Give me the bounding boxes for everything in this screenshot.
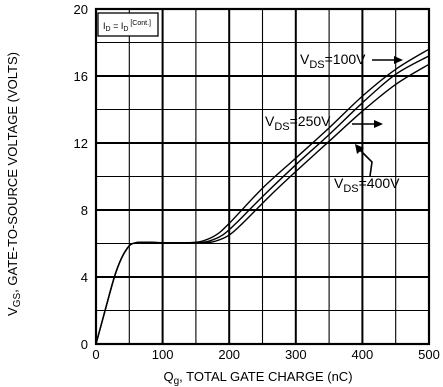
arrowhead-vds-250v: [374, 120, 383, 128]
x-tick-label: 100: [152, 347, 174, 362]
condition-text: ID = ID [Cont.]: [103, 20, 151, 33]
annotations: VDS=100V VDS=250V VDS=400V: [265, 51, 403, 195]
series-group: [95, 48, 430, 345]
label-vds-100v: VDS=100V: [300, 51, 366, 71]
y-tick-label: 12: [74, 136, 88, 151]
condition-box: ID = ID [Cont.]: [97, 12, 159, 37]
x-tick-label: 300: [285, 347, 307, 362]
y-tick-label: 0: [81, 337, 88, 352]
series-line-vds-400v: [95, 63, 430, 345]
grid: [96, 9, 429, 344]
y-tick-label: 16: [74, 69, 88, 84]
arrowhead-vds-100v: [394, 56, 403, 64]
label-vds-400v: VDS=400V: [334, 175, 400, 195]
x-axis-label: Qg, TOTAL GATE CHARGE (nC): [163, 369, 352, 387]
y-tick-label: 8: [81, 203, 88, 218]
tick-labels: 0 100 200 300 400 500 0 4 8 12 16 20: [74, 2, 440, 362]
x-tick-label: 400: [352, 347, 374, 362]
y-tick-label: 4: [81, 270, 88, 285]
y-tick-label: 20: [74, 2, 88, 17]
y-axis-label: VGS, GATE-TO-SOURCE VOLTAGE (VOLTS): [5, 52, 23, 316]
arrowhead-vds-400v: [355, 144, 364, 154]
arrow-vds-400v: [359, 149, 373, 177]
x-tick-label: 200: [218, 347, 240, 362]
x-tick-label: 0: [92, 347, 99, 362]
label-vds-250v: VDS=250V: [265, 113, 331, 133]
x-tick-label: 500: [418, 347, 440, 362]
plot-frame: [94, 7, 431, 346]
